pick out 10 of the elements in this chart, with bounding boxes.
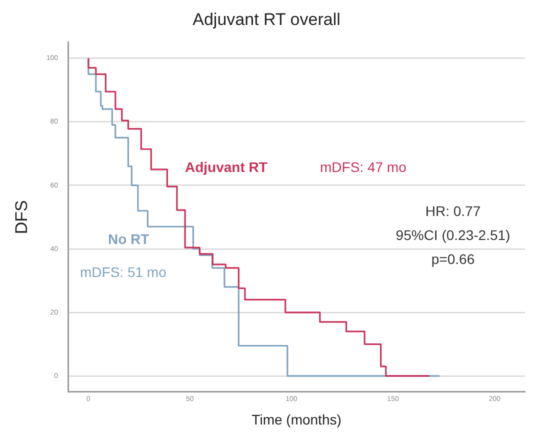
annotation: HR: 0.77	[425, 202, 481, 219]
annotation: p=0.66	[431, 250, 475, 267]
series-label: Adjuvant RT	[185, 158, 268, 175]
x-axis-title: Time (months)	[252, 411, 342, 428]
annotation: mDFS: 47 mo	[320, 158, 407, 175]
chart-title: Adjuvant RT overall	[192, 10, 340, 29]
annotation: 95%CI (0.23-2.51)	[396, 226, 510, 243]
series-label: No RT	[108, 230, 150, 247]
y-axis-title: DFS	[12, 200, 31, 234]
annotation: mDFS: 51 mo	[80, 264, 167, 280]
